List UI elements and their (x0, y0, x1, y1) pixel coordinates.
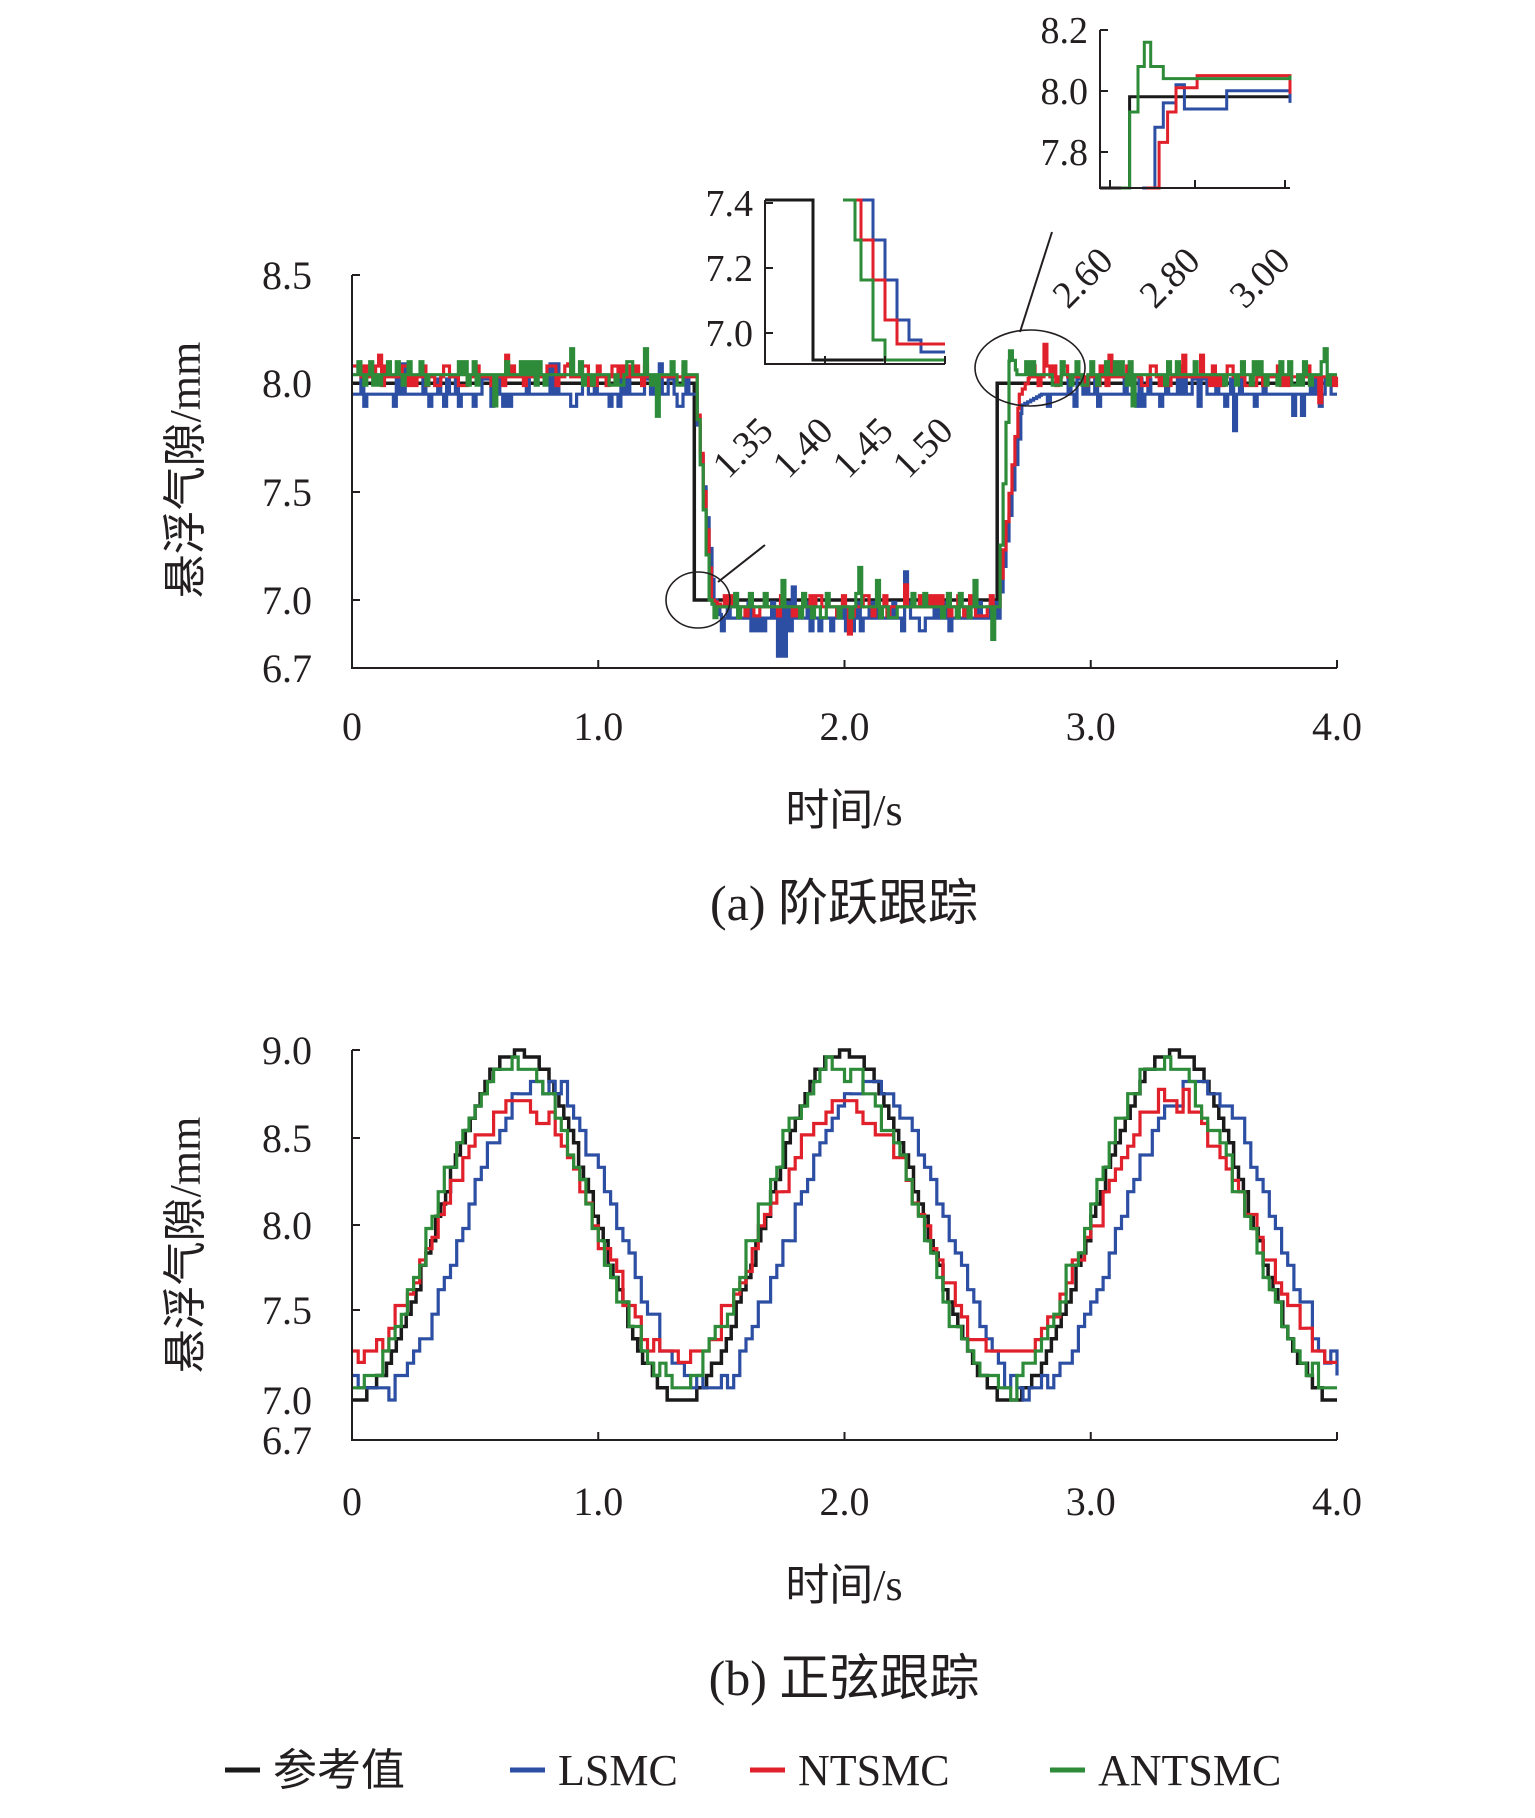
inset-1-series (765, 198, 945, 362)
panel-a-zoom-leader-1 (717, 544, 766, 583)
inset-1-xtick-label: 1.40 (765, 410, 842, 487)
inset-1-ytick-label: 7.2 (706, 248, 754, 290)
panel-b-sine-tracking: 0 1.0 2.0 3.0 4.06.77.07.58.08.59.0 悬浮气隙/mm … (161, 1028, 1362, 1706)
panel-a-series-lsmc (352, 362, 1337, 658)
inset-2-xtick-label: 3.00 (1222, 240, 1299, 317)
panel-a-series-antsmc (352, 347, 1337, 641)
panel-a-axes (351, 275, 1337, 669)
inset-2-xtick-label: 2.60 (1045, 240, 1122, 317)
panel-a-ytick-label: 7.5 (262, 470, 312, 515)
panel-a-series (352, 342, 1339, 658)
panel-a-zoom-ring-2 (974, 329, 1086, 407)
legend-label-ntsmc: NTSMC (798, 1746, 950, 1795)
inset-1-xtick-label: 1.45 (825, 410, 902, 487)
inset-2-ytick-label: 7.8 (1041, 132, 1089, 174)
panel-a-zoom-leader-2 (1019, 231, 1053, 333)
inset-2-ytick-label: 8.0 (1041, 71, 1089, 113)
inset-1-ticks: 7.4 7.2 7.0 1.351.401.451.50 (705, 183, 962, 486)
inset-1-series-ntsmc (843, 198, 945, 346)
inset-2-xtick-label: 2.80 (1132, 240, 1209, 317)
panel-a-ticks: 0 1.0 2.0 3.0 4.0 6.7 7.0 7.5 8.0 8.5 (262, 253, 1362, 749)
panel-a-xtick-label: 0 (342, 704, 362, 749)
panel-b-xtick-label: 4.0 (1312, 1479, 1362, 1524)
panel-b-ytick-label: 8.5 (262, 1116, 312, 1161)
panel-b-xlabel: 时间/s (785, 1561, 902, 1610)
panel-a-xlabel: 时间/s (785, 786, 902, 835)
panel-b-ytick-label: 9.0 (262, 1028, 312, 1073)
legend: 参考值 LSMC NTSMC ANTSMC (225, 1746, 1281, 1795)
panel-b-ytick-label: 7.5 (262, 1288, 312, 1333)
panel-b-ytick-label: 7.0 (262, 1378, 312, 1423)
panel-a-step-tracking: 0 1.0 2.0 3.0 4.0 6.7 7.0 7.5 8.0 8.5 悬浮气隙/mm 时间/… (161, 10, 1362, 931)
panel-a-xtick-label: 4.0 (1312, 704, 1362, 749)
inset-2-series-ntsmc (1146, 74, 1292, 190)
panel-b-ticks: 0 1.0 2.0 3.0 4.0 6.77.0 7.5 8.0 8.5 9.0 (262, 1028, 1362, 1524)
inset-2-series-lsmc (1142, 83, 1292, 190)
inset-2-ticks: 8.2 8.0 7.8 2.60 2.80 3.00 (1041, 10, 1299, 316)
inset-2-axes (1099, 30, 1290, 189)
panel-a-ytick-label: 7.0 (262, 578, 312, 623)
inset-1-ytick-label: 7.0 (706, 313, 754, 355)
legend-label-reference: 参考值 (273, 1746, 405, 1795)
panel-a-ytick-label: 8.0 (262, 361, 312, 406)
panel-a-ylabel: 悬浮气隙/mm (161, 342, 210, 599)
panel-b-xtick-label: 3.0 (1066, 1479, 1116, 1524)
panel-b-ytick-label: 8.0 (262, 1203, 312, 1248)
panel-b-xtick-label: 0 (342, 1479, 362, 1524)
panel-a-caption: (a) 阶跃跟踪 (710, 875, 978, 931)
inset-1-xtick-label: 1.35 (705, 410, 782, 487)
panel-b-series (352, 1048, 1339, 1402)
inset-1-xtick-label: 1.50 (885, 410, 962, 487)
panel-b-series-lsmc (352, 1079, 1339, 1402)
panel-a-series-reference (352, 381, 1337, 602)
inset-1-series-reference (765, 198, 945, 362)
panel-b-axes (351, 1050, 1337, 1441)
panel-a-xtick-label: 3.0 (1066, 704, 1116, 749)
inset-1-ytick-label: 7.4 (706, 183, 754, 225)
inset-1-series-lsmc (843, 198, 945, 354)
panel-b-ylabel: 悬浮气隙/mm (161, 1117, 210, 1374)
panel-b-xtick-label: 1.0 (573, 1479, 623, 1524)
inset-1-series-antsmc (843, 198, 945, 362)
panel-a-xtick-label: 2.0 (820, 704, 870, 749)
legend-label-lsmc: LSMC (558, 1746, 678, 1795)
inset-2-series-antsmc (1121, 40, 1292, 190)
panel-b-ytick-label: 6.7 (262, 1418, 312, 1463)
panel-a-xtick-label: 1.0 (573, 704, 623, 749)
panel-b-series-ntsmc (352, 1087, 1337, 1364)
panel-a-inset-1: 7.4 7.2 7.0 1.351.401.451.50 (705, 183, 962, 486)
panel-b-caption: (b) 正弦跟踪 (709, 1650, 980, 1706)
panel-b-series-antsmc (352, 1055, 1337, 1402)
panel-a-zoom-ring-1 (665, 571, 731, 629)
panel-b-series-reference (352, 1048, 1337, 1402)
legend-label-antsmc: ANTSMC (1098, 1746, 1281, 1795)
panel-a-ytick-label: 6.7 (262, 646, 312, 691)
inset-2-ytick-label: 8.2 (1041, 10, 1089, 52)
panel-a-ytick-label: 8.5 (262, 253, 312, 298)
panel-b-xtick-label: 2.0 (820, 1479, 870, 1524)
inset-2-series (1100, 40, 1292, 190)
panel-a-inset-2: 8.2 8.0 7.8 2.60 2.80 3.00 (1041, 10, 1299, 316)
